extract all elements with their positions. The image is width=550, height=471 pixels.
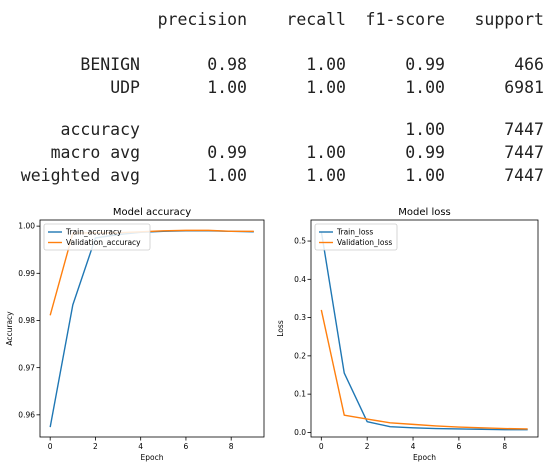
x-tick-label: 8: [229, 442, 234, 451]
recall-value: 1.00: [306, 55, 346, 74]
loss-chart: Model loss 0 2 4 6 8 0.0 0.1 0.2 0.3 0.4 0.5 Epoch Lo…: [276, 207, 539, 462]
x-tick-label: 2: [93, 442, 98, 451]
legend-entry: Train_loss: [336, 228, 373, 237]
f1-value: 0.99: [405, 143, 445, 162]
precision-value: 1.00: [207, 78, 247, 97]
y-axis-label: Accuracy: [5, 311, 14, 346]
x-tick-label: 0: [48, 442, 53, 451]
f1-value: 1.00: [405, 78, 445, 97]
y-tick-label: 0.2: [294, 351, 306, 360]
y-tick-label: 0.4: [294, 275, 306, 284]
y-tick-label: 1.00: [18, 222, 35, 231]
x-tick-label: 8: [502, 442, 507, 451]
chart-title: Model loss: [398, 207, 451, 218]
header-support: support: [474, 10, 544, 29]
chart-title: Model accuracy: [113, 207, 191, 218]
x-tick-label: 6: [457, 442, 462, 451]
precision-value: 1.00: [207, 166, 247, 185]
series-train-loss: [320, 231, 528, 431]
legend-entry: Validation_loss: [337, 238, 392, 247]
legend-box: [314, 223, 398, 251]
f1-value: 1.00: [405, 120, 445, 139]
recall-value: 1.00: [306, 143, 346, 162]
row-label: accuracy: [60, 120, 140, 139]
precision-value: 0.99: [207, 143, 247, 162]
y-tick-label: 0.98: [18, 316, 35, 325]
accuracy-chart: Model accuracy 0 2 4 6 8 0.96 0.97 0.98 0.99 1.00 E…: [5, 207, 265, 462]
header-recall: recall: [286, 10, 346, 29]
series-line: [49, 230, 254, 428]
series-train-accuracy: [49, 230, 254, 428]
x-tick-label: 4: [138, 442, 143, 451]
y-tick-label: 0.0: [294, 428, 306, 437]
plot-frame: [310, 219, 539, 438]
legend-box: [43, 223, 151, 251]
y-axis-label: Loss: [276, 320, 285, 337]
support-value: 466: [514, 55, 544, 74]
recall-value: 1.00: [306, 166, 346, 185]
f1-value: 0.99: [405, 55, 445, 74]
row-label: BENIGN: [80, 55, 140, 74]
x-tick-label: 0: [319, 442, 324, 451]
precision-value: 0.98: [207, 55, 247, 74]
header-f1-score: f1-score: [365, 10, 445, 29]
x-axis-label: Epoch: [413, 453, 436, 462]
x-axis-label: Epoch: [141, 453, 164, 462]
y-tick-label: 0.5: [294, 237, 306, 246]
series-validation-loss: [320, 309, 528, 430]
recall-value: 1.00: [306, 78, 346, 97]
plot-frame: [39, 219, 265, 438]
legend-entry: Validation_accuracy: [66, 238, 141, 247]
y-tick-label: 0.97: [18, 363, 35, 372]
row-label: UDP: [110, 78, 140, 97]
x-tick-label: 4: [411, 442, 416, 451]
y-tick-label: 0.99: [18, 269, 35, 278]
y-tick-label: 0.1: [294, 390, 306, 399]
support-value: 7447: [504, 166, 544, 185]
y-tick-label: 0.3: [294, 313, 306, 322]
x-tick-label: 6: [184, 442, 189, 451]
support-value: 7447: [504, 120, 544, 139]
support-value: 6981: [504, 78, 544, 97]
series-line: [320, 231, 528, 431]
support-value: 7447: [504, 143, 544, 162]
f1-value: 1.00: [405, 166, 445, 185]
header-precision: precision: [157, 10, 247, 29]
legend-entry: Train_accuracy: [65, 228, 122, 237]
series-line: [320, 309, 528, 430]
row-label: weighted avg: [20, 166, 140, 185]
y-tick-label: 0.96: [18, 410, 35, 419]
row-label: macro avg: [50, 143, 140, 162]
x-tick-label: 2: [365, 442, 370, 451]
